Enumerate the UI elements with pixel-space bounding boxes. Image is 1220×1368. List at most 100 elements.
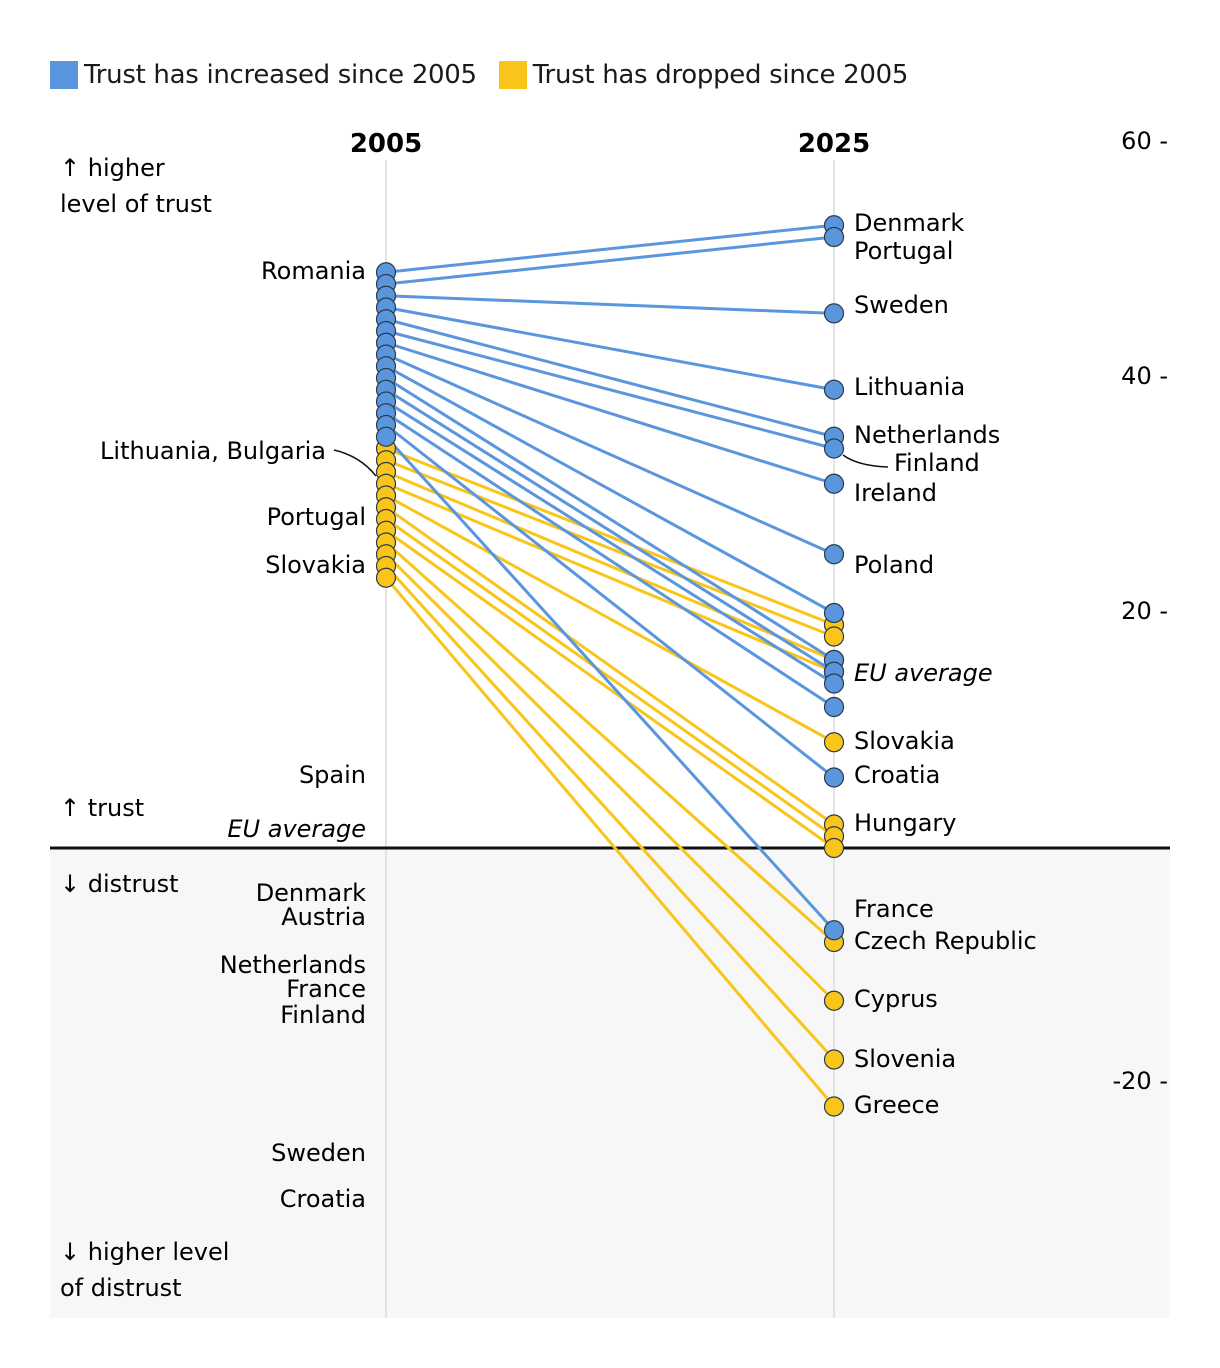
slope-line-9 — [385, 376, 835, 662]
label-2005-denmark: Denmark — [256, 879, 366, 907]
dot-2025-5 — [823, 438, 845, 459]
leader-lithuania-bulgaria — [333, 449, 377, 477]
slope-line-17 — [385, 470, 835, 662]
distrust-background — [50, 848, 1170, 1318]
label-2025-greece: Greece — [854, 1091, 939, 1119]
label-2005-romania: Romania — [261, 257, 366, 285]
column-header-2025: 2025 — [798, 129, 870, 159]
label-2025-sweden: Sweden — [854, 291, 949, 319]
slope-line-12 — [385, 411, 835, 709]
dot-2025-26 — [823, 1096, 845, 1117]
label-2025-hungary: Hungary — [854, 809, 956, 837]
dot-2025-8 — [823, 602, 845, 624]
legend-label-increased: Trust has increased since 2005 — [84, 60, 477, 90]
slope-line-6 — [385, 341, 835, 486]
label-2025-poland: Poland — [854, 551, 934, 579]
slope-line-18 — [385, 482, 835, 674]
label-2005-slovakia: Slovakia — [265, 551, 366, 579]
slope-line-15 — [385, 447, 835, 627]
slope-line-0 — [385, 223, 835, 274]
legend-item-dropped: Trust has dropped since 2005 — [498, 60, 909, 90]
legend-label-dropped: Trust has dropped since 2005 — [532, 60, 909, 90]
label-2025-czech-republic: Czech Republic — [854, 927, 1037, 955]
slope-line-2 — [385, 294, 835, 315]
y-tick-60: 60 - — [1121, 127, 1168, 155]
slope-line-26 — [384, 576, 836, 1108]
label-2005-netherlands: Netherlands — [220, 951, 366, 979]
slope-line-4 — [385, 317, 835, 439]
label-2005-spain: Spain — [299, 761, 366, 789]
label-2025-denmark: Denmark — [854, 209, 964, 237]
label-2025-lithuania: Lithuania — [854, 373, 965, 401]
slope-line-11 — [385, 400, 835, 685]
dot-2005-14 — [375, 426, 397, 447]
label-2025-netherlands: Netherlands — [854, 421, 1000, 449]
annotation-trust: ↑ trust — [60, 794, 144, 822]
label-2005-portugal: Portugal — [267, 503, 366, 531]
dot-2025-16 — [823, 626, 845, 647]
slope-line-23 — [385, 541, 835, 944]
leader-finland — [842, 454, 889, 468]
legend-swatch-dropped — [498, 61, 527, 89]
legend: Trust has increased since 2005 Trust has… — [50, 58, 930, 92]
dot-2025-11 — [823, 673, 845, 694]
slope-line-20 — [385, 506, 835, 826]
label-2005-france: France — [286, 975, 366, 1003]
label-2025-portugal: Portugal — [854, 237, 953, 265]
label-2025-eu-average: EU average — [854, 659, 993, 687]
annotation-higher-trust: ↑ higher level of trust — [60, 154, 212, 218]
label-2005-eu-average: EU average — [227, 815, 366, 843]
label-2005-croatia: Croatia — [280, 1185, 366, 1213]
slope-line-8 — [385, 364, 835, 615]
dot-2025-7 — [823, 544, 845, 565]
legend-item-increased: Trust has increased since 2005 — [50, 60, 477, 90]
annotation-higher-distrust: ↓ higher level of distrust — [60, 1238, 237, 1302]
legend-swatch-increased — [50, 61, 78, 89]
label-2025-ireland: Ireland — [854, 479, 937, 507]
y-ticks: 60 - 40 - 20 - -20 - — [1113, 127, 1169, 1095]
label-2005-lithuania-bulgaria: Lithuania, Bulgaria — [100, 437, 326, 465]
slope-line-3 — [385, 306, 835, 392]
slope-line-25 — [384, 564, 836, 1061]
annotation-distrust: ↓ distrust — [60, 870, 179, 898]
side-annotations: ↑ higher level of trust ↑ trust ↓ distru… — [60, 154, 237, 1302]
y-tick-40: 40 - — [1121, 362, 1168, 390]
dot-2025-24 — [823, 990, 845, 1011]
dot-2025-6 — [823, 473, 845, 494]
annotation-higher-distrust-line1: ↓ higher level — [60, 1238, 229, 1266]
slope-line-19 — [385, 494, 835, 744]
dot-2025-25 — [823, 1049, 845, 1070]
slope-line-21 — [385, 517, 835, 838]
annotation-higher-trust-line1: ↑ higher — [60, 154, 165, 182]
y-tick-20: 20 - — [1121, 597, 1168, 625]
slope-line-14 — [384, 435, 836, 932]
slope-line-22 — [385, 529, 835, 850]
slope-line-10 — [385, 388, 835, 674]
slope-lines — [384, 223, 836, 1108]
label-2025-cyprus: Cyprus — [854, 985, 938, 1013]
annotation-higher-distrust-line2: of distrust — [60, 1274, 182, 1302]
label-2025-slovakia: Slovakia — [854, 727, 955, 755]
slope-line-24 — [384, 553, 836, 1002]
slope-line-1 — [385, 235, 835, 286]
label-2005-finland: Finland — [280, 1001, 366, 1029]
label-2005-austria: Austria — [281, 903, 366, 931]
column-header-2005: 2005 — [350, 129, 422, 159]
dot-2025-1 — [823, 226, 845, 248]
annotation-higher-trust-line2: level of trust — [60, 190, 212, 218]
dot-2025-3 — [823, 379, 845, 400]
dot-2025-12 — [823, 696, 845, 718]
dot-2025-22 — [823, 837, 845, 859]
slope-line-16 — [385, 458, 835, 638]
dot-2025-2 — [823, 303, 845, 324]
slope-line-13 — [385, 423, 835, 779]
label-2005-sweden: Sweden — [271, 1139, 366, 1167]
y-tick-minus20: -20 - — [1113, 1067, 1169, 1095]
dot-2025-19 — [823, 732, 845, 753]
dot-2005-26 — [375, 567, 397, 588]
labels-2005: Romania Lithuania, Bulgaria Portugal Slo… — [100, 257, 377, 1213]
label-2025-finland: Finland — [894, 449, 980, 477]
dot-2025-14 — [823, 920, 845, 941]
label-2025-croatia: Croatia — [854, 761, 940, 789]
